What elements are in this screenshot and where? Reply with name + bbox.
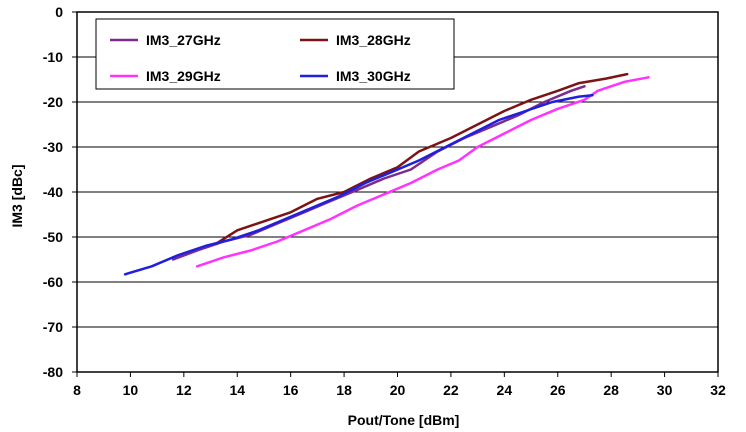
x-tick-label: 26 [550, 382, 566, 398]
y-tick-label: 0 [55, 4, 63, 20]
x-tick-label: 16 [283, 382, 299, 398]
x-tick-label: 24 [497, 382, 513, 398]
x-tick-label: 30 [657, 382, 673, 398]
series-lines [123, 72, 650, 276]
y-tick-label: -60 [43, 274, 63, 290]
legend: IM3_27GHz IM3_28GHz IM3_29GHz IM3_30GHz [95, 18, 455, 90]
y-axis-ticks: 0 -10 -20 -30 -40 -50 -60 -70 -80 [43, 4, 77, 380]
x-tick-label: 20 [390, 382, 406, 398]
y-tick-label: -40 [43, 184, 63, 200]
y-tick-label: -20 [43, 94, 63, 110]
y-tick-label: -30 [43, 139, 63, 155]
legend-label: IM3_28GHz [336, 32, 411, 48]
x-tick-label: 32 [710, 382, 726, 398]
grid-lines [77, 56, 718, 328]
series-line-im3-29ghz [195, 76, 650, 268]
x-axis-ticks: 8 10 12 14 16 18 20 22 24 26 28 30 32 [73, 372, 726, 398]
x-axis-title: Pout/Tone [dBm] [348, 412, 460, 428]
x-tick-label: 12 [176, 382, 192, 398]
legend-box [95, 18, 455, 90]
y-axis-title: IM3 [dBc] [9, 165, 25, 228]
x-tick-label: 10 [123, 382, 139, 398]
legend-label: IM3_29GHz [146, 68, 221, 84]
x-tick-label: 22 [443, 382, 459, 398]
y-tick-label: -80 [43, 364, 63, 380]
series-line-im3-28ghz [214, 72, 629, 246]
y-tick-label: -70 [43, 319, 63, 335]
y-tick-label: -10 [43, 49, 63, 65]
x-tick-label: 8 [73, 382, 81, 398]
x-tick-label: 18 [336, 382, 352, 398]
y-tick-label: -50 [43, 229, 63, 245]
series-line-im3-30ghz [123, 94, 594, 276]
x-tick-label: 28 [603, 382, 619, 398]
legend-label: IM3_27GHz [146, 32, 221, 48]
legend-label: IM3_30GHz [336, 68, 411, 84]
x-tick-label: 14 [229, 382, 245, 398]
